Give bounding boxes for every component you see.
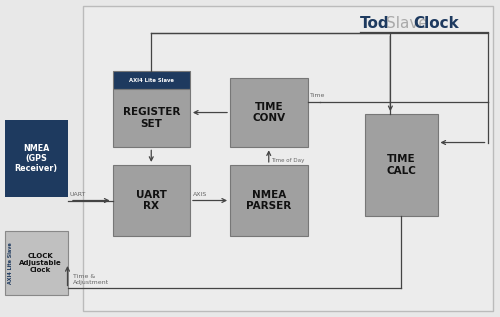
Text: Tod: Tod (360, 16, 390, 31)
Text: UART: UART (70, 192, 86, 197)
Text: Time of Day: Time of Day (271, 158, 304, 163)
Text: Clock: Clock (414, 16, 459, 31)
Text: AXIS: AXIS (192, 192, 207, 197)
Text: AXI4 Lite Slave: AXI4 Lite Slave (8, 242, 14, 284)
Text: Time: Time (310, 93, 326, 98)
FancyBboxPatch shape (230, 78, 308, 147)
FancyBboxPatch shape (365, 114, 438, 216)
Text: TIME
CONV: TIME CONV (252, 102, 286, 123)
FancyBboxPatch shape (230, 165, 308, 236)
FancyBboxPatch shape (5, 231, 68, 295)
Text: NMEA
PARSER: NMEA PARSER (246, 190, 292, 211)
FancyBboxPatch shape (112, 165, 190, 236)
FancyBboxPatch shape (112, 71, 190, 89)
Text: Time &
Adjustment: Time & Adjustment (72, 275, 108, 285)
FancyBboxPatch shape (82, 6, 492, 311)
FancyBboxPatch shape (112, 89, 190, 147)
FancyBboxPatch shape (5, 120, 68, 197)
Text: CLOCK
Adjustable
Clock: CLOCK Adjustable Clock (19, 253, 61, 273)
Text: UART
RX: UART RX (136, 190, 166, 211)
Text: TIME
CALC: TIME CALC (386, 154, 416, 176)
Text: AXI4 Lite Slave: AXI4 Lite Slave (129, 78, 174, 82)
Text: NMEA
(GPS
Receiver): NMEA (GPS Receiver) (14, 144, 58, 173)
Text: REGISTER
SET: REGISTER SET (122, 107, 180, 129)
Text: Slave: Slave (386, 16, 428, 31)
